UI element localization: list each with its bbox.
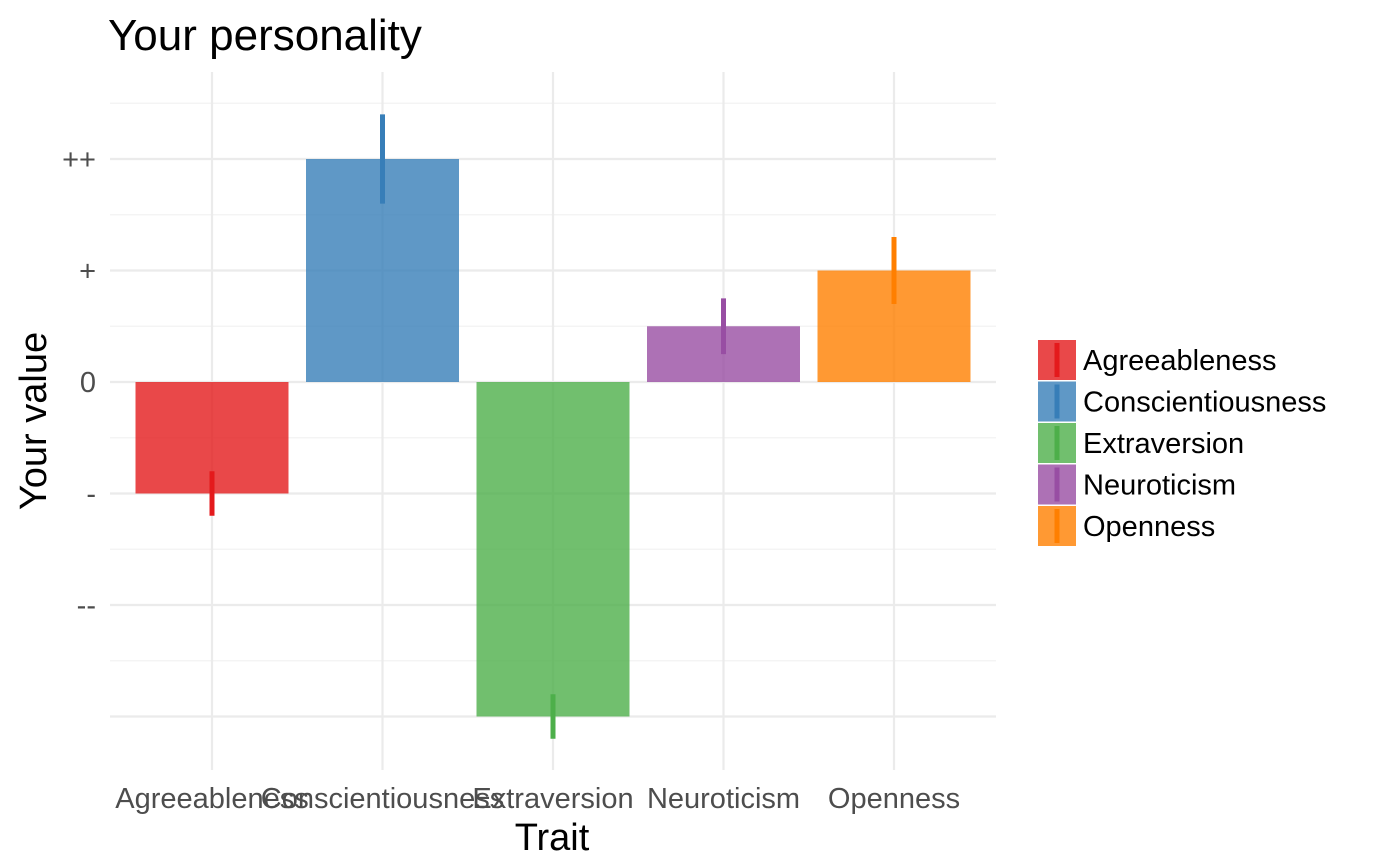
x-axis-ticks: AgreeablenessConscientiousnessExtraversi…: [115, 783, 960, 815]
error-bars: [209, 114, 897, 739]
legend-item-extraversion: Extraversion: [1038, 423, 1244, 463]
x-tick-label: Conscientiousness: [261, 783, 504, 815]
bar-extraversion: [476, 382, 630, 717]
x-tick-label: Agreeableness: [115, 783, 308, 815]
legend: Agreeableness Conscientiousness Extraversi…: [1038, 340, 1326, 546]
legend-label: Agreeableness: [1083, 345, 1276, 377]
y-tick-label: 0: [80, 367, 96, 399]
x-tick-label: Neuroticism: [647, 783, 800, 815]
y-axis-title: Your value: [13, 332, 55, 510]
y-axis-ticks: +++0---: [62, 144, 96, 622]
legend-label: Conscientiousness: [1083, 387, 1326, 419]
x-tick-label: Openness: [828, 783, 960, 815]
y-tick-label: --: [77, 590, 96, 622]
chart-title: Your personality: [108, 11, 422, 60]
legend-label: Neuroticism: [1083, 470, 1236, 502]
y-tick-label: -: [86, 479, 96, 511]
x-axis-title: Trait: [515, 817, 590, 859]
legend-item-conscientiousness: Conscientiousness: [1038, 381, 1326, 422]
legend-label: Openness: [1083, 511, 1215, 543]
x-tick-label: Extraversion: [472, 783, 633, 815]
legend-label: Extraversion: [1083, 428, 1244, 460]
legend-item-neuroticism: Neuroticism: [1038, 464, 1236, 505]
y-tick-label: ++: [62, 144, 96, 176]
legend-item-openness: Openness: [1038, 506, 1215, 546]
y-tick-label: +: [79, 256, 96, 288]
legend-item-agreeableness: Agreeableness: [1038, 340, 1276, 380]
